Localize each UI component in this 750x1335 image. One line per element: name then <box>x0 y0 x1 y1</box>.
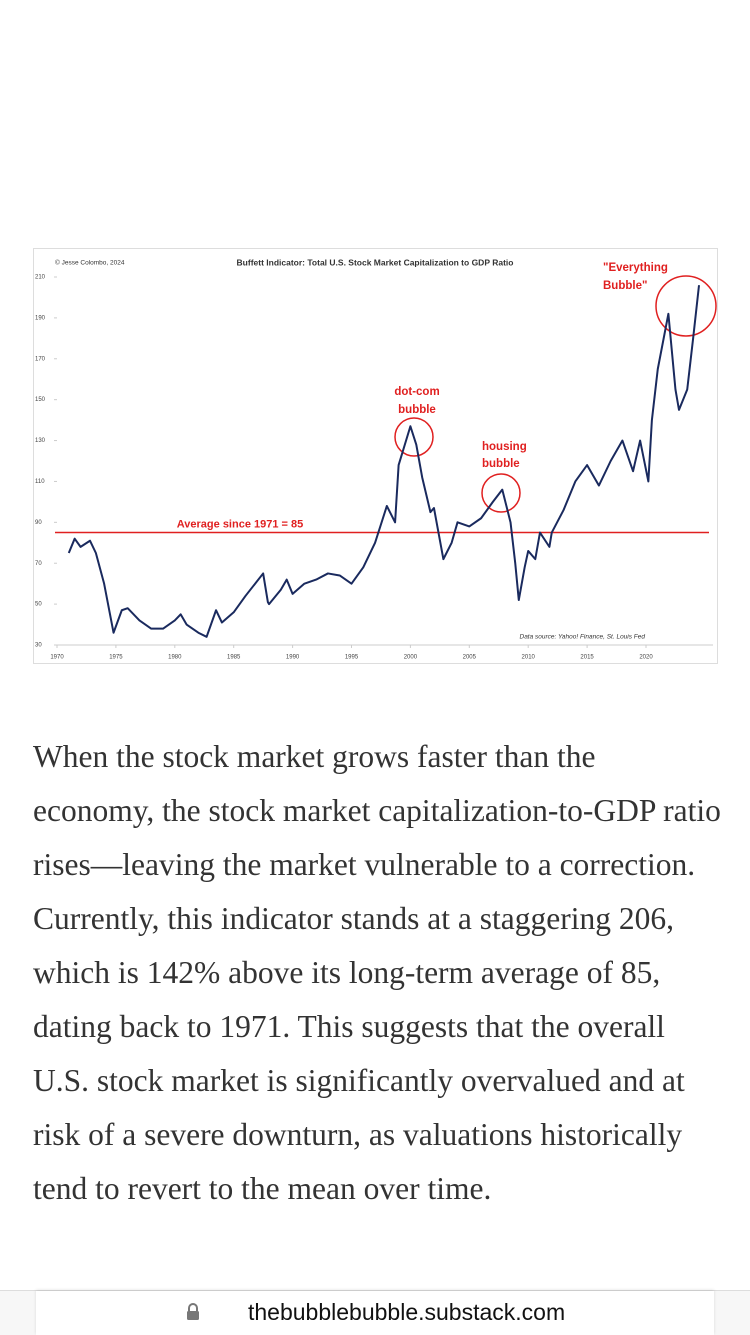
browser-bar: thebubblebubble.substack.com <box>0 1290 750 1335</box>
y-tick-label: 110 <box>35 479 45 485</box>
x-tick-label: 1985 <box>227 655 241 661</box>
data-line <box>67 285 701 638</box>
x-tick-label: 2010 <box>522 655 536 661</box>
y-tick-label: 130 <box>35 438 46 444</box>
annotation: bubble <box>398 404 436 416</box>
address-pill[interactable]: thebubblebubble.substack.com <box>36 1291 714 1335</box>
credit: © Jesse Colombo, 2024 <box>55 259 125 267</box>
highlight-circle <box>394 417 434 457</box>
x-tick-label: 1980 <box>168 655 182 661</box>
article-paragraph: When the stock market grows faster than … <box>33 739 721 1206</box>
y-tick-label: 50 <box>35 602 42 608</box>
x-tick-label: 1995 <box>345 655 359 661</box>
annotation: "Everything <box>603 262 668 274</box>
annotation: dot-com <box>394 386 439 398</box>
y-tick-label: 90 <box>35 520 42 526</box>
highlight-circle <box>655 275 717 337</box>
x-tick-label: 2000 <box>404 655 418 661</box>
average-label: Average since 1971 = 85 <box>177 518 304 530</box>
annotation: housing <box>482 441 527 453</box>
x-tick-label: 1975 <box>109 655 123 661</box>
y-tick-label: 190 <box>35 315 46 321</box>
y-tick-label: 30 <box>35 643 42 649</box>
x-tick-label: 2015 <box>580 655 594 661</box>
chart-frame <box>33 248 718 664</box>
highlight-circle <box>481 473 521 513</box>
y-tick-label: 210 <box>35 275 46 281</box>
x-tick-label: 2020 <box>639 655 653 661</box>
lock-icon <box>187 1303 199 1320</box>
y-tick-label: 170 <box>35 356 46 362</box>
x-tick-label: 1990 <box>286 655 300 661</box>
chart-title: Buffett Indicator: Total U.S. Stock Mark… <box>237 257 514 267</box>
annotation: Bubble" <box>603 280 647 292</box>
x-tick-label: 1970 <box>50 655 64 661</box>
y-tick-label: 70 <box>35 561 42 567</box>
chart: Buffett Indicator: Total U.S. Stock Mark… <box>33 248 718 664</box>
annotation: bubble <box>482 458 520 470</box>
url: thebubblebubble.substack.com <box>248 1299 566 1325</box>
y-tick-label: 150 <box>35 397 46 403</box>
source: Data source: Yahoo! Finance, St. Louis F… <box>520 634 646 641</box>
x-tick-label: 2005 <box>463 655 477 661</box>
